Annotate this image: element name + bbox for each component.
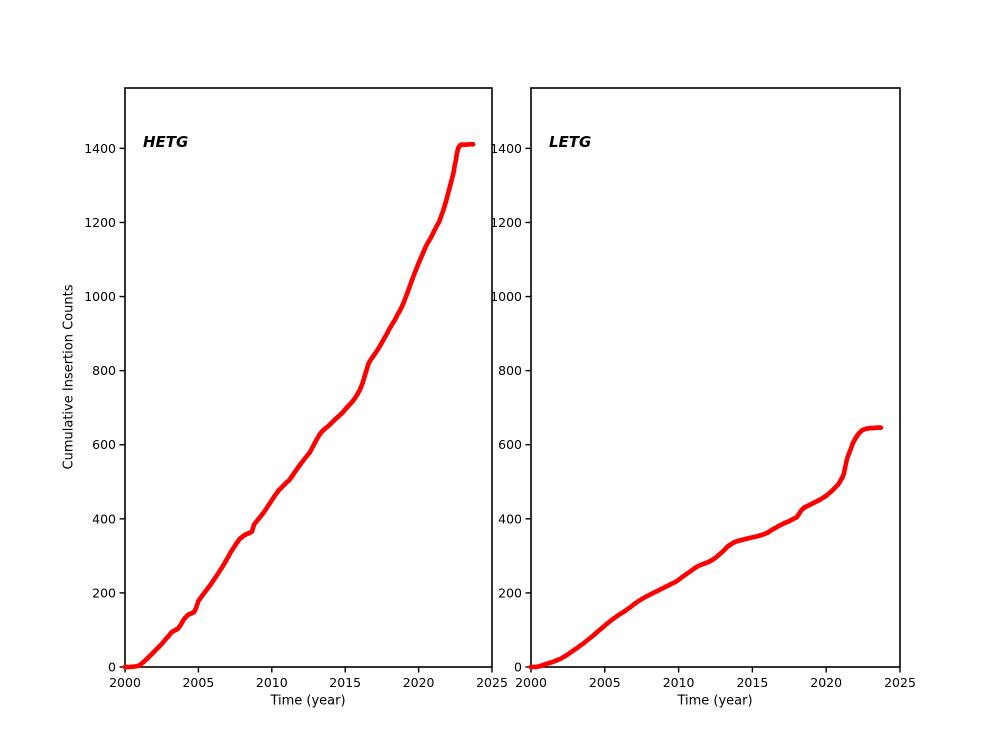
letg-y-tick-label: 1400 xyxy=(490,141,522,156)
letg-y-tick-label: 800 xyxy=(498,363,522,378)
letg-plot-border xyxy=(530,87,901,668)
hetg-y-tick-label: 0 xyxy=(108,660,116,675)
letg-y-tick-label: 1200 xyxy=(490,215,522,230)
letg-panel: 2000 2005 2010 2015 2020 2025 0 200 400 600 800 100… xyxy=(490,87,916,690)
hetg-x-tick-label: 2000 xyxy=(109,675,141,690)
x-axis-label-hetg: Time (year) xyxy=(270,693,346,709)
hetg-y-tick-label: 800 xyxy=(92,363,116,378)
letg-x-tick-label: 2010 xyxy=(663,675,695,690)
letg-series xyxy=(528,425,884,670)
letg-x-tick-label: 2005 xyxy=(589,675,621,690)
hetg-y-tick-label: 600 xyxy=(92,437,116,452)
hetg-y-tick-label: 200 xyxy=(92,585,116,600)
y-axis-label: Cumulative Insertion Counts xyxy=(61,284,77,470)
hetg-x-axis-ticks: 2000 2005 2010 2015 2020 2025 xyxy=(109,667,508,690)
hetg-x-tick-label: 2010 xyxy=(256,675,288,690)
letg-x-tick-label: 2015 xyxy=(736,675,768,690)
letg-y-tick-label: 1000 xyxy=(490,289,522,304)
letg-y-axis-ticks: 0 200 400 600 800 1000 1200 1400 xyxy=(490,141,531,675)
letg-x-tick-label: 2000 xyxy=(515,675,547,690)
hetg-y-tick-label: 1400 xyxy=(84,141,116,156)
hetg-panel: 2000 2005 2010 2015 2020 2025 0 200 400 600 800 100… xyxy=(84,87,508,690)
letg-x-tick-label: 2025 xyxy=(884,675,916,690)
hetg-annotation: HETG xyxy=(143,133,189,151)
hetg-x-tick-label: 2005 xyxy=(182,675,214,690)
hetg-x-tick-label: 2015 xyxy=(329,675,361,690)
letg-x-tick-label: 2020 xyxy=(810,675,842,690)
hetg-series xyxy=(122,141,476,670)
letg-y-tick-label: 0 xyxy=(514,660,522,675)
hetg-y-tick-label: 1000 xyxy=(84,289,116,304)
hetg-x-tick-label: 2020 xyxy=(403,675,435,690)
hetg-y-tick-label: 1200 xyxy=(84,215,116,230)
letg-x-axis-ticks: 2000 2005 2010 2015 2020 2025 xyxy=(515,667,916,690)
hetg-y-axis-ticks: 0 200 400 600 800 1000 1200 1400 xyxy=(84,141,125,675)
hetg-y-tick-label: 400 xyxy=(92,511,116,526)
letg-y-tick-label: 400 xyxy=(498,511,522,526)
letg-y-tick-label: 200 xyxy=(498,585,522,600)
letg-annotation: LETG xyxy=(549,133,592,151)
hetg-x-tick-label: 2025 xyxy=(476,675,508,690)
hetg-plot-border xyxy=(124,87,493,668)
letg-y-tick-label: 600 xyxy=(498,437,522,452)
x-axis-label-letg: Time (year) xyxy=(677,693,753,709)
